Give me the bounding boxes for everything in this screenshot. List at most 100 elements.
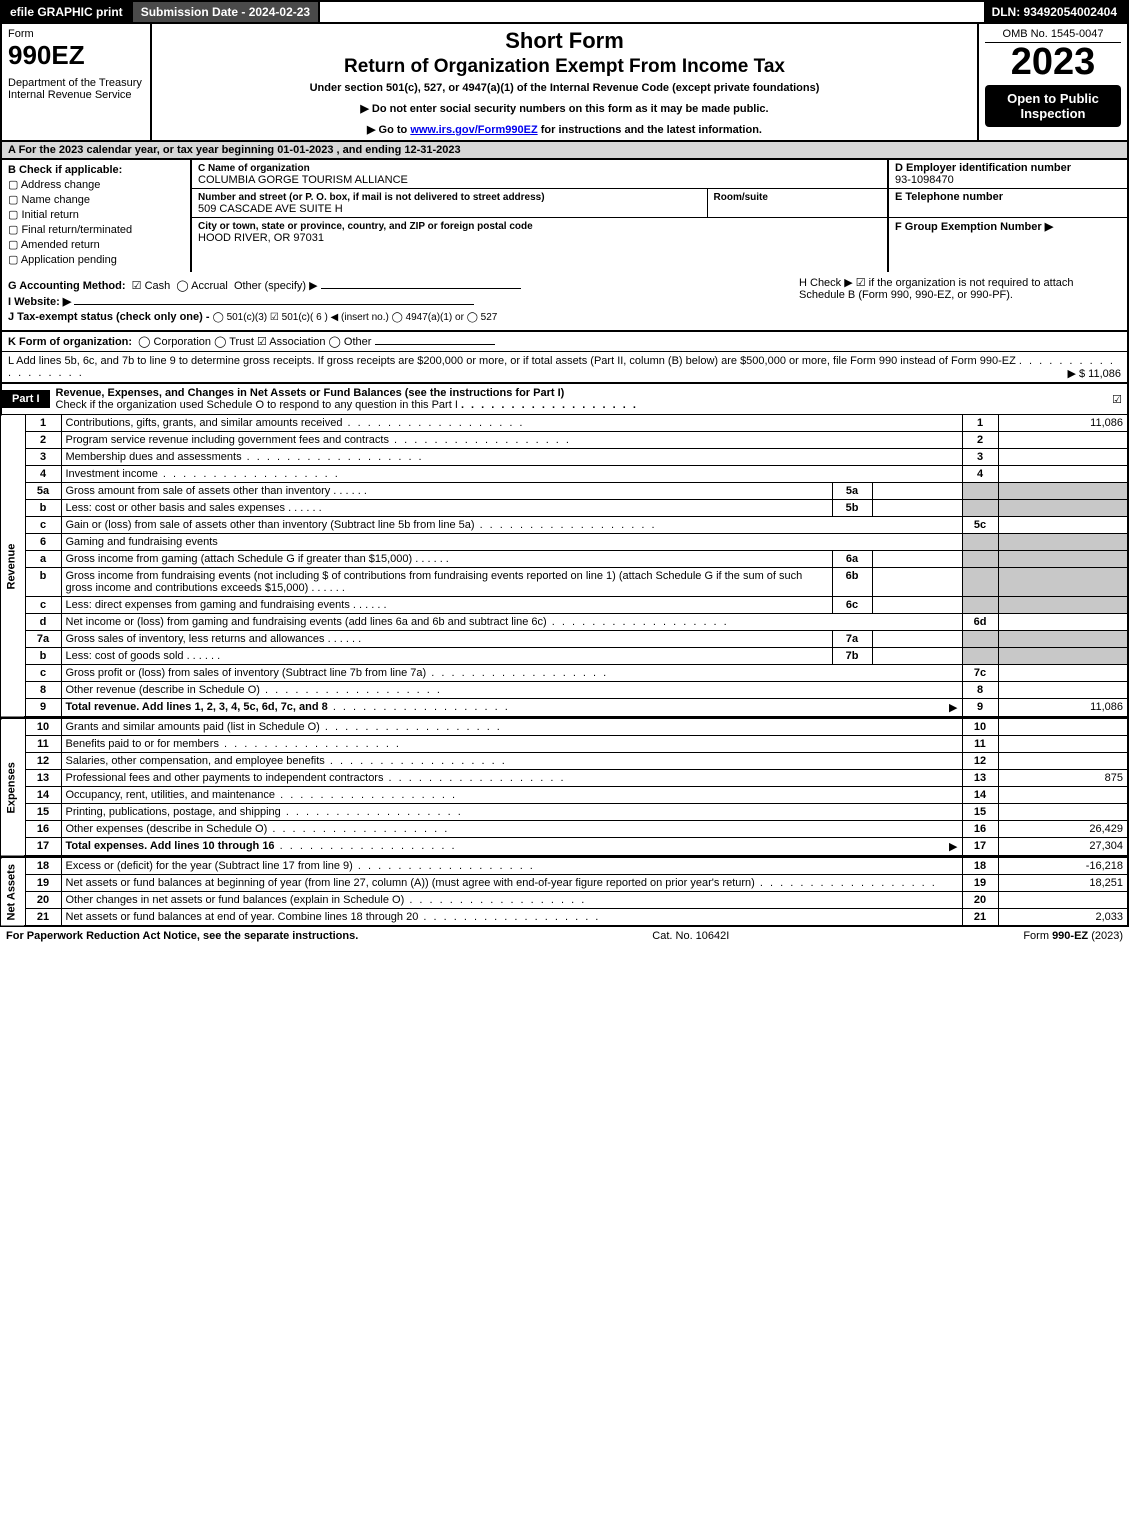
box-d-ein: D Employer identification number93-10984…: [889, 160, 1127, 189]
cell-room: Room/suite: [707, 189, 888, 217]
box-e-phone: E Telephone number: [889, 189, 1127, 218]
line-amount: [998, 682, 1128, 699]
line-ref: 21: [962, 909, 998, 927]
b-label: B Check if applicable:: [8, 164, 122, 176]
line-amount: [998, 753, 1128, 770]
line-amount: -16,218: [998, 858, 1128, 875]
cell-c-name: C Name of organization COLUMBIA GORGE TO…: [192, 160, 887, 188]
ref-grey: [962, 568, 998, 597]
row-a-period: A For the 2023 calendar year, or tax yea…: [0, 142, 1129, 160]
line-desc: Occupancy, rent, utilities, and maintena…: [61, 787, 962, 804]
netassets-table: Net Assets18Excess or (deficit) for the …: [0, 857, 1129, 927]
row-h-schedule-b: H Check ▶ ☑ if the organization is not r…: [791, 276, 1121, 326]
inner-ref: 6b: [832, 568, 872, 597]
line-ref: 4: [962, 466, 998, 483]
line-number: 19: [25, 875, 61, 892]
line-amount: 11,086: [998, 415, 1128, 432]
title-short-form: Short Form: [156, 28, 973, 54]
line-ref: 14: [962, 787, 998, 804]
line-row: 14Occupancy, rent, utilities, and mainte…: [1, 787, 1128, 804]
form-header: Form 990EZ Department of the Treasury In…: [0, 24, 1129, 142]
line-row: cLess: direct expenses from gaming and f…: [1, 597, 1128, 614]
line-desc: Total revenue. Add lines 1, 2, 3, 4, 5c,…: [61, 699, 962, 718]
inner-amount: [872, 568, 962, 597]
line-row: bGross income from fundraising events (n…: [1, 568, 1128, 597]
chk-name-change[interactable]: ▢ Name change: [8, 193, 184, 206]
line-desc: Benefits paid to or for members: [61, 736, 962, 753]
line-number: 8: [25, 682, 61, 699]
line-amount: [998, 892, 1128, 909]
part-i-check[interactable]: ☑: [1107, 393, 1127, 406]
org-city: HOOD RIVER, OR 97031: [198, 232, 324, 244]
note-ssn: ▶ Do not enter social security numbers o…: [156, 102, 973, 115]
line-desc: Other revenue (describe in Schedule O): [61, 682, 962, 699]
line-desc: Gross profit or (loss) from sales of inv…: [61, 665, 962, 682]
footer-formref: Form 990-EZ (2023): [1023, 930, 1123, 942]
line-number: 1: [25, 415, 61, 432]
part-i-header: Part I Revenue, Expenses, and Changes in…: [0, 384, 1129, 414]
org-name: COLUMBIA GORGE TOURISM ALLIANCE: [198, 174, 408, 186]
open-public-badge: Open to Public Inspection: [985, 85, 1121, 127]
note-goto: ▶ Go to www.irs.gov/Form990EZ for instru…: [156, 123, 973, 136]
chk-amended-return[interactable]: ▢ Amended return: [8, 238, 184, 251]
line-number: 4: [25, 466, 61, 483]
line-ref: 9: [962, 699, 998, 718]
line-number: 10: [25, 719, 61, 736]
section-ghij: G Accounting Method: ☑ Cash ◯ Accrual Ot…: [0, 272, 1129, 332]
line-row: Net Assets18Excess or (deficit) for the …: [1, 858, 1128, 875]
line-desc: Contributions, gifts, grants, and simila…: [61, 415, 962, 432]
line-amount: [998, 787, 1128, 804]
line-amount: [998, 449, 1128, 466]
line-ref: 2: [962, 432, 998, 449]
efile-print-label[interactable]: efile GRAPHIC print: [2, 2, 133, 22]
chk-application-pending[interactable]: ▢ Application pending: [8, 253, 184, 266]
line-desc: Program service revenue including govern…: [61, 432, 962, 449]
line-row: 17Total expenses. Add lines 10 through 1…: [1, 838, 1128, 857]
header-left: Form 990EZ Department of the Treasury In…: [2, 24, 152, 140]
line-amount: [998, 517, 1128, 534]
irs-link[interactable]: www.irs.gov/Form990EZ: [410, 124, 537, 136]
line-ref: 15: [962, 804, 998, 821]
inner-ref: 6a: [832, 551, 872, 568]
line-number: b: [25, 500, 61, 517]
line-desc: Less: direct expenses from gaming and fu…: [61, 597, 832, 614]
inner-amount: [872, 483, 962, 500]
dln-label: DLN: 93492054002404: [984, 2, 1127, 22]
ref-grey: [962, 500, 998, 517]
line-number: 21: [25, 909, 61, 927]
line-number: b: [25, 648, 61, 665]
dept-label: Department of the Treasury: [8, 77, 144, 89]
chk-address-change[interactable]: ▢ Address change: [8, 178, 184, 191]
line-amount: 18,251: [998, 875, 1128, 892]
inner-amount: [872, 500, 962, 517]
chk-final-return[interactable]: ▢ Final return/terminated: [8, 223, 184, 236]
inner-amount: [872, 551, 962, 568]
col-b-checks: B Check if applicable: ▢ Address change …: [2, 160, 192, 272]
line-desc: Grants and similar amounts paid (list in…: [61, 719, 962, 736]
line-row: 2Program service revenue including gover…: [1, 432, 1128, 449]
line-ref: 13: [962, 770, 998, 787]
line-row: 7aGross sales of inventory, less returns…: [1, 631, 1128, 648]
line-row: Revenue1Contributions, gifts, grants, an…: [1, 415, 1128, 432]
line-number: d: [25, 614, 61, 631]
line-number: 11: [25, 736, 61, 753]
line-amount: [998, 804, 1128, 821]
chk-initial-return[interactable]: ▢ Initial return: [8, 208, 184, 221]
line-amount: 11,086: [998, 699, 1128, 718]
line-desc: Membership dues and assessments: [61, 449, 962, 466]
line-number: 13: [25, 770, 61, 787]
line-number: 14: [25, 787, 61, 804]
block-bcdef: B Check if applicable: ▢ Address change …: [0, 160, 1129, 272]
line-ref: 12: [962, 753, 998, 770]
col-cde: C Name of organization COLUMBIA GORGE TO…: [192, 160, 887, 272]
sidebar-label: Expenses: [1, 719, 25, 857]
line-number: 2: [25, 432, 61, 449]
inner-ref: 7a: [832, 631, 872, 648]
line-row: 9Total revenue. Add lines 1, 2, 3, 4, 5c…: [1, 699, 1128, 718]
form-number: 990EZ: [8, 40, 85, 70]
line-ref: 20: [962, 892, 998, 909]
line-row: 19Net assets or fund balances at beginni…: [1, 875, 1128, 892]
line-ref: 19: [962, 875, 998, 892]
title-return: Return of Organization Exempt From Incom…: [156, 56, 973, 78]
line-desc: Other changes in net assets or fund bala…: [61, 892, 962, 909]
